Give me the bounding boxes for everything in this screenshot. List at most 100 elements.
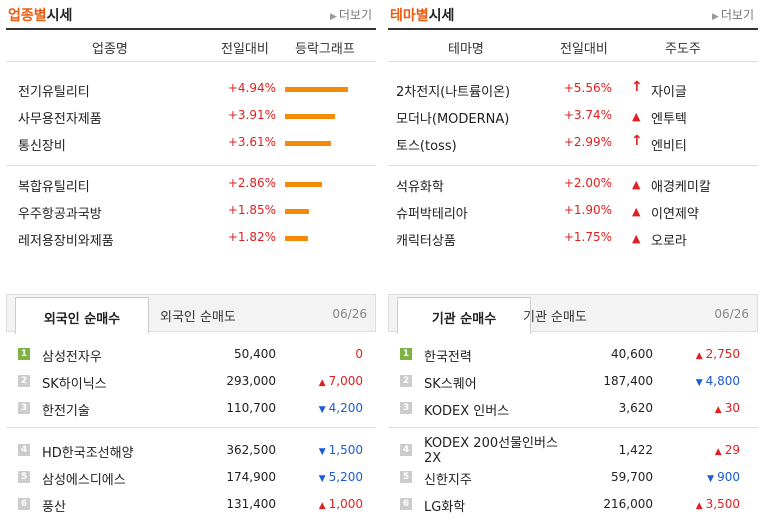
rank-badge: 2 — [400, 375, 412, 387]
ranking-row[interactable]: 6 풍산 131,400 ▲ 1,000 — [6, 492, 376, 519]
divider — [6, 165, 376, 166]
ranking-row[interactable]: 2 SK스퀘어 187,400 ▼ 4,800 — [388, 369, 758, 396]
stock-name[interactable]: KODEX 200선물인버스2X — [424, 436, 558, 466]
stock-change: ▼ 4,800 — [660, 374, 740, 388]
stock-price: 362,500 — [226, 443, 276, 457]
down-triangle-icon: ▼ — [318, 447, 326, 457]
rank-badge: 6 — [18, 498, 30, 510]
stock-name[interactable]: HD한국조선해양 — [42, 446, 134, 461]
up-triangle-icon: ▲ — [632, 110, 641, 123]
tab-institution-net-buy[interactable]: 기관 순매수 — [397, 297, 531, 334]
ranking-row[interactable]: 4 HD한국조선해양 362,500 ▼ 1,500 — [6, 438, 376, 465]
rank-badge: 3 — [400, 402, 412, 414]
theme-more-link[interactable]: ▶ 더보기 — [711, 8, 754, 22]
ranking-row[interactable]: 1 삼성전자우 50,400 0 — [6, 342, 376, 369]
sector-name[interactable]: 레저용장비와제품 — [18, 234, 114, 249]
stock-change: ▼ 900 — [660, 470, 740, 484]
change-value: 7,000 — [328, 374, 363, 388]
stock-price: 110,700 — [226, 401, 276, 415]
rank-badge: 1 — [400, 348, 412, 360]
stock-change: ▼ 5,200 — [283, 470, 363, 484]
sector-bar — [285, 182, 322, 187]
theme-name[interactable]: 슈퍼박테리아 — [396, 207, 468, 222]
sector-row[interactable]: 통신장비 +3.61% — [6, 130, 376, 157]
stock-change: ▲ 29 — [660, 443, 740, 457]
tab-institution-net-sell[interactable]: 기관 순매도 — [523, 310, 587, 325]
tab-foreign-net-sell[interactable]: 외국인 순매도 — [160, 310, 236, 325]
up-triangle-icon: ▲ — [318, 501, 326, 511]
theme-row[interactable]: 2차전지(나트륨이온) +5.56% ↑ 자이글 — [388, 76, 758, 103]
ranking-row[interactable]: 3 한전기술 110,700 ▼ 4,200 — [6, 396, 376, 423]
col-sector-change: 전일대비 — [221, 42, 269, 57]
sector-change: +2.86% — [227, 176, 276, 190]
ranking-row[interactable]: 1 한국전력 40,600 ▲ 2,750 — [388, 342, 758, 369]
sector-name[interactable]: 통신장비 — [18, 139, 66, 154]
stock-name[interactable]: 삼성에스디에스 — [42, 473, 126, 488]
rank-badge: 2 — [18, 375, 30, 387]
ranking-row[interactable]: 5 삼성에스디에스 174,900 ▼ 5,200 — [6, 465, 376, 492]
institution-tabbar: 기관 순매수 기관 순매도 06/26 — [388, 294, 758, 334]
theme-leader[interactable]: 이연제약 — [651, 207, 699, 222]
theme-header: 테마별시세 ▶ 더보기 — [388, 0, 758, 30]
rank-badge: 1 — [18, 348, 30, 360]
theme-row[interactable]: 석유화학 +2.00% ▲ 애경케미칼 — [388, 171, 758, 198]
theme-row[interactable]: 캐릭터상품 +1.75% ▲ 오로라 — [388, 225, 758, 252]
sector-name[interactable]: 사무용전자제품 — [18, 112, 102, 127]
theme-row[interactable]: 슈퍼박테리아 +1.90% ▲ 이연제약 — [388, 198, 758, 225]
sector-name[interactable]: 우주항공과국방 — [18, 207, 102, 222]
stock-name[interactable]: 한국전력 — [424, 350, 472, 365]
ranking-row[interactable]: 3 KODEX 인버스 3,620 ▲ 30 — [388, 396, 758, 423]
stock-name[interactable]: LG화학 — [424, 500, 466, 515]
up-triangle-icon: ▲ — [695, 351, 703, 361]
sector-title: 업종별시세 — [8, 8, 73, 24]
theme-name[interactable]: 2차전지(나트륨이온) — [396, 85, 511, 100]
stock-name[interactable]: 풍산 — [42, 500, 66, 515]
stock-name[interactable]: 신한지주 — [424, 473, 472, 488]
theme-leader[interactable]: 자이글 — [651, 85, 687, 100]
sector-row[interactable]: 레저용장비와제품 +1.82% — [6, 225, 376, 252]
institution-date: 06/26 — [714, 307, 749, 321]
sector-row[interactable]: 전기유틸리티 +4.94% — [6, 76, 376, 103]
down-triangle-icon: ▼ — [318, 474, 326, 484]
theme-leader[interactable]: 엔투텍 — [651, 112, 687, 127]
tab-foreign-net-buy[interactable]: 외국인 순매수 — [15, 297, 149, 334]
theme-title: 테마별시세 — [390, 8, 455, 24]
theme-name[interactable]: 모더나(MODERNA) — [396, 112, 510, 127]
theme-name[interactable]: 캐릭터상품 — [396, 234, 456, 249]
sector-row[interactable]: 복합유틸리티 +2.86% — [6, 171, 376, 198]
rank-badge: 5 — [18, 471, 30, 483]
sector-name[interactable]: 복합유틸리티 — [18, 180, 90, 195]
sector-more-link[interactable]: ▶ 더보기 — [329, 8, 372, 22]
sector-change: +1.85% — [227, 203, 276, 217]
ranking-row[interactable]: 5 신한지주 59,700 ▼ 900 — [388, 465, 758, 492]
theme-leader[interactable]: 오로라 — [651, 234, 687, 249]
ranking-row[interactable]: 2 SK하이닉스 293,000 ▲ 7,000 — [6, 369, 376, 396]
rank-badge: 6 — [400, 498, 412, 510]
rank-badge: 4 — [18, 444, 30, 456]
ranking-row[interactable]: 4 KODEX 200선물인버스2X 1,422 ▲ 29 — [388, 436, 758, 466]
up-triangle-icon: ▲ — [714, 447, 722, 457]
stock-name[interactable]: 한전기술 — [42, 404, 90, 419]
stock-name[interactable]: KODEX 인버스 — [424, 404, 510, 419]
stock-name[interactable]: 삼성전자우 — [42, 350, 102, 365]
stock-name[interactable]: SK스퀘어 — [424, 377, 477, 392]
theme-leader[interactable]: 애경케미칼 — [651, 180, 711, 195]
sector-change: +3.91% — [227, 108, 276, 122]
sector-row[interactable]: 우주항공과국방 +1.85% — [6, 198, 376, 225]
up-triangle-icon: ▲ — [318, 378, 326, 388]
sector-bar — [285, 114, 335, 119]
stock-change: ▲ 2,750 — [660, 347, 740, 361]
theme-column-headers: 테마명 전일대비 주도주 — [388, 30, 758, 62]
theme-name[interactable]: 토스(toss) — [396, 139, 457, 154]
down-triangle-icon: ▼ — [318, 405, 326, 415]
theme-row[interactable]: 토스(toss) +2.99% ↑ 엔비티 — [388, 130, 758, 157]
change-value: 5,200 — [328, 470, 363, 484]
ranking-row[interactable]: 6 LG화학 216,000 ▲ 3,500 — [388, 492, 758, 519]
sector-row[interactable]: 사무용전자제품 +3.91% — [6, 103, 376, 130]
stock-name[interactable]: SK하이닉스 — [42, 377, 107, 392]
rank-badge: 3 — [18, 402, 30, 414]
sector-name[interactable]: 전기유틸리티 — [18, 85, 90, 100]
theme-name[interactable]: 석유화학 — [396, 180, 444, 195]
theme-leader[interactable]: 엔비티 — [651, 139, 687, 154]
theme-row[interactable]: 모더나(MODERNA) +3.74% ▲ 엔투텍 — [388, 103, 758, 130]
